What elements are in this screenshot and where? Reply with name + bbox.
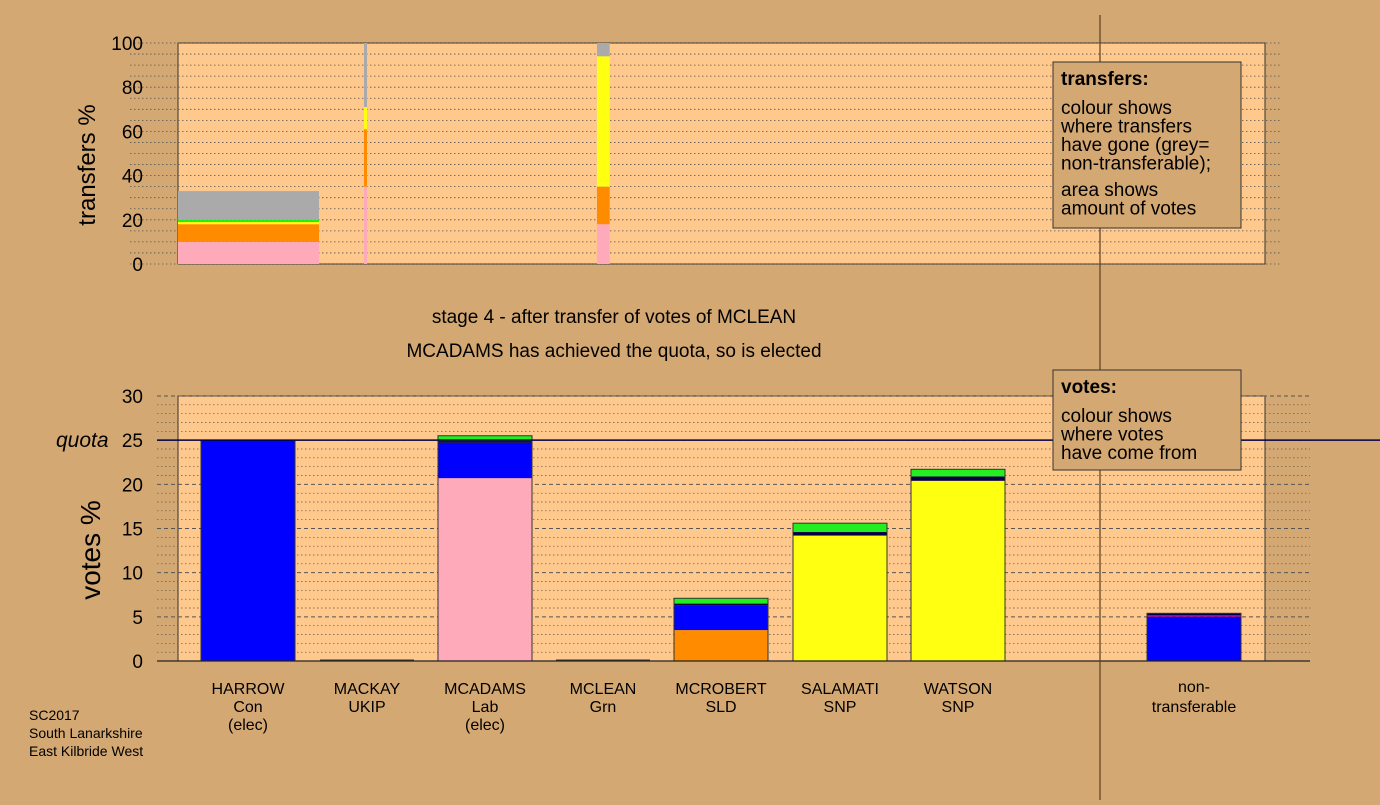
transfer-segment-mclean-nontransferable	[597, 43, 610, 57]
stage-subtitle: MCADAMS has achieved the quota, so is el…	[406, 341, 821, 362]
vote-segment-watson-snp	[911, 480, 1005, 661]
vote-segment-mcrobert-con	[674, 605, 768, 631]
votes-legend-line: where votes	[1060, 425, 1163, 446]
transfers-tick-label: 60	[122, 122, 143, 143]
transfers-tick-label: 100	[111, 34, 143, 55]
vote-segment-salamati-quota_line	[793, 532, 887, 536]
vote-segment-harrow-con	[201, 440, 295, 661]
transfers-tick-label: 40	[122, 167, 143, 188]
transfers-legend-line: have gone (grey=	[1061, 135, 1209, 156]
vote-segment-mcrobert-sld	[674, 630, 768, 661]
candidate-party-label: SLD	[705, 699, 736, 716]
votes-legend-box	[1052, 369, 1242, 471]
vote-segment-mcadams-lab	[438, 478, 532, 661]
vote-bar-mclean-empty	[556, 659, 650, 661]
transfers-legend-line: non-transferable);	[1061, 154, 1211, 175]
votes-tick-label: 5	[132, 608, 143, 629]
candidate-name-label: WATSON	[924, 681, 992, 698]
transfer-segment-mclean-snp	[597, 56, 610, 187]
vote-segment-mcrobert-quota_line	[674, 603, 768, 606]
votes-tick-label: 20	[122, 475, 143, 496]
transfer-segment-harrow-snp	[178, 222, 319, 225]
transfers-tick-label: 20	[122, 211, 143, 232]
vote-segment-salamati-grn	[793, 523, 887, 533]
footer-line-2: South Lanarkshire	[29, 725, 143, 741]
candidate-party-label: SNP	[942, 699, 975, 716]
transfer-segment-mclean-lab	[597, 224, 610, 264]
transfers-legend-line: where transfers	[1060, 117, 1192, 138]
transfer-segment-harrow-sld	[178, 224, 319, 242]
candidate-name-label: MCLEAN	[570, 681, 637, 698]
vote-segment-mcadams-grn	[438, 435, 532, 442]
transfers-tick-label: 80	[122, 78, 143, 99]
transfer-segment-harrow-grn	[178, 219, 319, 223]
stage-title: stage 4 - after transfer of votes of MCL…	[432, 307, 796, 328]
transfer-segment-mackay-nontransferable	[364, 43, 367, 108]
transfers-tick-label: 0	[132, 255, 143, 276]
vote-segment-mcadams-quota_line	[438, 441, 532, 443]
candidate-party-label: SNP	[824, 699, 857, 716]
candidate-party-label: Lab	[472, 699, 499, 716]
vote-bar-mackay-empty	[320, 659, 414, 661]
nontransferable-label-line-2: transferable	[1152, 699, 1237, 716]
transfers-legend-box	[1052, 61, 1242, 229]
footer-line-1: SC2017	[29, 707, 80, 723]
transfers-legend-line: area shows	[1061, 180, 1158, 201]
transfers-legend-line: amount of votes	[1061, 199, 1196, 220]
transfer-segment-harrow-nontransferable	[178, 191, 319, 220]
footer-line-3: East Kilbride West	[29, 743, 143, 759]
candidate-note-label: (elec)	[228, 717, 268, 734]
votes-tick-label: 30	[122, 387, 143, 408]
nontransferable-segment-ukip	[1147, 615, 1241, 617]
votes-y-axis-label: votes %	[75, 500, 106, 600]
votes-legend-line: colour shows	[1061, 406, 1172, 427]
transfer-segment-mackay-sld	[364, 129, 367, 187]
votes-tick-label: 25	[122, 431, 143, 452]
candidate-party-label: Con	[233, 699, 262, 716]
transfers-legend-line: colour shows	[1061, 98, 1172, 119]
transfers-y-axis-label: transfers %	[74, 104, 101, 225]
vote-segment-mcadams-con	[438, 442, 532, 479]
votes-tick-label: 15	[122, 520, 143, 541]
nontransferable-segment-con	[1147, 616, 1241, 661]
nontransferable-label-line-1: non-	[1178, 679, 1210, 696]
votes-legend-title: votes:	[1061, 377, 1117, 398]
candidate-party-label: UKIP	[348, 699, 385, 716]
candidate-party-label: Grn	[590, 699, 617, 716]
votes-tick-label: 0	[132, 652, 143, 673]
candidate-note-label: (elec)	[465, 717, 505, 734]
transfer-segment-mclean-sld	[597, 186, 610, 225]
candidate-name-label: MCADAMS	[444, 681, 526, 698]
transfer-segment-harrow-lab	[178, 241, 319, 264]
votes-tick-label: 10	[122, 564, 143, 585]
transfer-segment-mackay-lab	[364, 186, 367, 264]
transfers-legend-title: transfers:	[1061, 69, 1149, 90]
candidate-name-label: SALAMATI	[801, 681, 879, 698]
transfer-segment-mackay-snp	[364, 107, 367, 130]
candidate-name-label: HARROW	[212, 681, 286, 698]
candidate-name-label: MCROBERT	[675, 681, 766, 698]
votes-legend-line: have come from	[1061, 443, 1197, 464]
quota-label: quota	[56, 429, 109, 452]
vote-segment-watson-quota_line	[911, 476, 1005, 481]
vote-segment-mcrobert-grn	[674, 598, 768, 604]
candidate-name-label: MACKAY	[334, 681, 401, 698]
vote-segment-salamati-snp	[793, 535, 887, 661]
vote-segment-watson-grn	[911, 469, 1005, 477]
nontransferable-segment-quota_line	[1147, 613, 1241, 616]
